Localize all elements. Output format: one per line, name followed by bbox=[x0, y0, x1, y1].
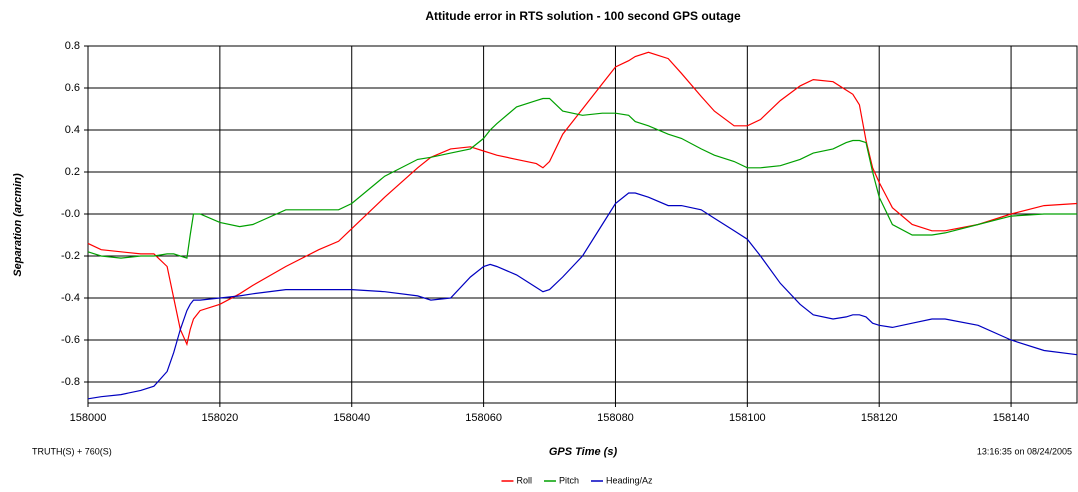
x-tick-label: 158060 bbox=[465, 412, 502, 424]
y-tick-label: -0.6 bbox=[61, 334, 80, 346]
y-axis-label: Separation (arcmin) bbox=[12, 173, 24, 277]
y-tick-label: 0.4 bbox=[65, 124, 80, 136]
legend-label: Roll bbox=[516, 475, 532, 485]
series-line bbox=[87, 97, 1077, 259]
x-tick-label: 158080 bbox=[597, 412, 634, 424]
y-tick-label: 0.2 bbox=[65, 166, 80, 178]
y-tick-label: -0.2 bbox=[61, 250, 80, 262]
plot-area bbox=[87, 45, 1078, 404]
legend-label: Pitch bbox=[559, 475, 579, 485]
x-tick-label: 158000 bbox=[70, 412, 107, 424]
legend-label: Heading/Az bbox=[606, 475, 653, 485]
x-axis-label: GPS Time (s) bbox=[549, 446, 618, 458]
y-tick-label: -0.8 bbox=[61, 376, 80, 388]
x-tick-label: 158100 bbox=[729, 412, 766, 424]
y-tick-label: 0.6 bbox=[65, 82, 80, 94]
footer-right: 13:16:35 on 08/24/2005 bbox=[977, 446, 1072, 456]
x-tick-label: 158040 bbox=[333, 412, 370, 424]
series-line bbox=[87, 51, 1078, 347]
y-tick-label: 0.8 bbox=[65, 40, 80, 52]
x-tick-label: 158120 bbox=[861, 412, 898, 424]
x-tick-label: 158020 bbox=[202, 412, 239, 424]
footer-left: TRUTH(S) + 760(S) bbox=[32, 446, 112, 456]
y-tick-label: -0.4 bbox=[61, 292, 80, 304]
y-tick-label: -0.0 bbox=[61, 208, 80, 220]
chart-title: Attitude error in RTS solution - 100 sec… bbox=[425, 9, 741, 23]
x-tick-label: 158140 bbox=[993, 412, 1030, 424]
series-line bbox=[87, 192, 1078, 400]
